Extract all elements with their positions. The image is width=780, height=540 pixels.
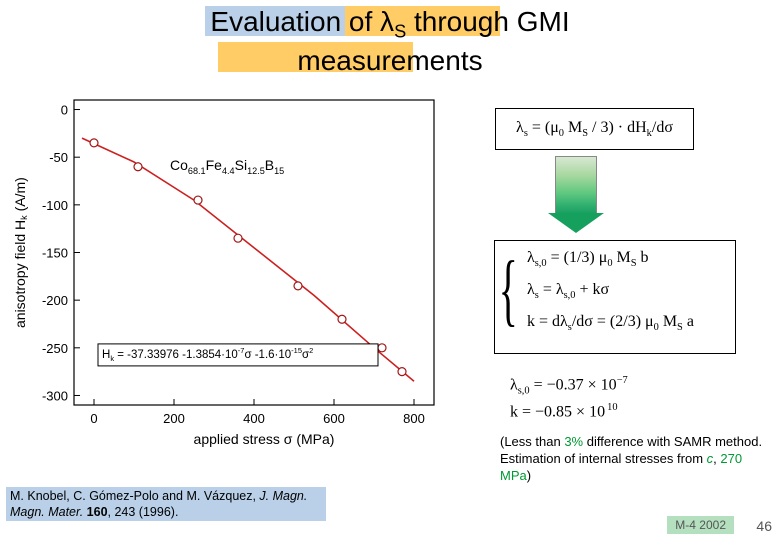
- arrow-gradient-bar: [555, 156, 597, 218]
- svg-text:-250: -250: [42, 341, 68, 356]
- slide-code: M-4 2002: [667, 516, 734, 534]
- equation-lambda-sigma: λs = λs,0 + kσ: [527, 281, 727, 301]
- equation-k-value: k = −0.85 × 10 10: [510, 402, 618, 421]
- page-title: Evaluation of λS through GMI measurement…: [0, 4, 780, 78]
- equation-k-expr: k = dλs/dσ = (2/3) μ0 MS a: [527, 313, 727, 333]
- left-brace-icon: {: [499, 245, 518, 336]
- hk-vs-stress-chart: 02004006008000-50-100-150-200-250-300Co6…: [14, 90, 444, 460]
- equation-lambda-s: λs = (μ0 MS / 3) · dHk/dσ: [495, 108, 694, 150]
- svg-text:0: 0: [90, 411, 97, 426]
- chart-svg: 02004006008000-50-100-150-200-250-300Co6…: [14, 90, 444, 460]
- svg-text:200: 200: [163, 411, 185, 426]
- page-number: 46: [756, 518, 772, 534]
- title-line-1: Evaluation of λS through GMI: [210, 6, 569, 37]
- svg-text:-50: -50: [49, 150, 68, 165]
- svg-text:600: 600: [323, 411, 345, 426]
- svg-text:0: 0: [61, 103, 68, 118]
- samr-note: (Less than 3% difference with SAMR metho…: [500, 434, 770, 485]
- svg-text:-150: -150: [42, 246, 68, 261]
- title-line-2: measurements: [297, 45, 482, 76]
- equation-bracket-box: { λs,0 = (1/3) μ0 MS b λs = λs,0 + kσ k …: [494, 240, 736, 354]
- svg-text:-100: -100: [42, 198, 68, 213]
- svg-text:-300: -300: [42, 388, 68, 403]
- equation-lambda-s0-expr: λs,0 = (1/3) μ0 MS b: [527, 249, 727, 269]
- svg-text:800: 800: [403, 411, 425, 426]
- citation: M. Knobel, C. Gómez-Polo and M. Vázquez,…: [10, 488, 322, 521]
- svg-text:-200: -200: [42, 293, 68, 308]
- arrow-down-icon: [548, 213, 604, 233]
- equation-lambda-s0-value: λs,0 = −0.37 × 10−7: [510, 375, 628, 397]
- svg-text:400: 400: [243, 411, 265, 426]
